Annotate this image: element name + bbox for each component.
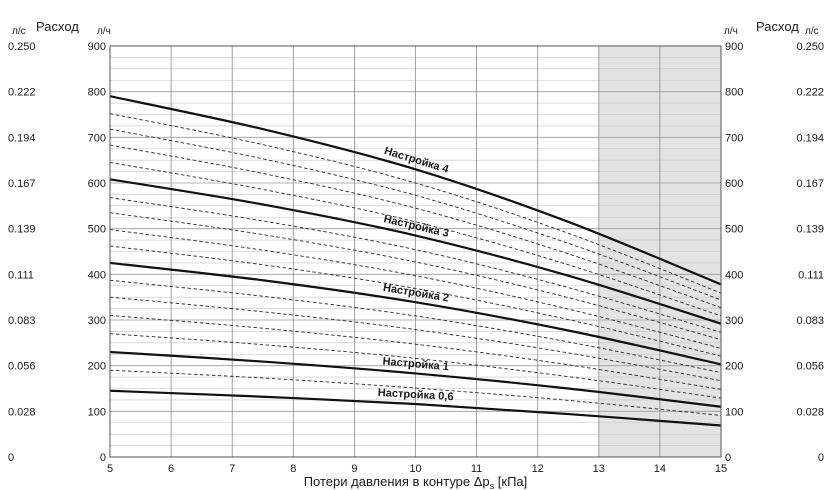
series-line-setting xyxy=(109,261,722,366)
series-line-intermediate xyxy=(109,229,722,349)
y-tick-label-left: 600 xyxy=(88,178,106,190)
y-tick-label-ls-left: 0.111 xyxy=(8,269,34,281)
y-tick-label-right: 600 xyxy=(725,178,743,190)
series-line-setting xyxy=(109,350,722,408)
x-tick-label: 12 xyxy=(532,463,544,475)
y-tick-label-ls-left: 0.194 xyxy=(8,132,36,144)
y-tick-label-right: 700 xyxy=(725,132,743,144)
y-tick-label-ls-right: 0.083 xyxy=(796,315,824,327)
y-tick-label-ls-right: 0.028 xyxy=(796,406,824,418)
y-tick-label-right: 800 xyxy=(725,87,743,99)
y-tick-label-ls-right: 0.222 xyxy=(796,87,824,99)
y-unit-lh-right: л/ч xyxy=(724,26,738,37)
x-tick-label: 10 xyxy=(409,463,421,475)
y-tick-label-left: 800 xyxy=(88,87,106,99)
series-line-intermediate xyxy=(109,245,722,357)
y-tick-label-right: 500 xyxy=(725,224,743,236)
y-tick-label-right: 300 xyxy=(725,315,743,327)
y-tick-label-left: 900 xyxy=(88,41,106,53)
y-tick-label-ls-right: 0.194 xyxy=(796,132,824,144)
y-tick-label-left: 300 xyxy=(88,315,106,327)
y-tick-label-ls-left: 0.222 xyxy=(8,87,36,99)
y-tick-label-ls-left: 0.139 xyxy=(8,224,36,236)
y-tick-label-left: 700 xyxy=(88,132,106,144)
x-tick-label: 5 xyxy=(107,463,113,475)
x-tick-label: 11 xyxy=(471,463,482,475)
y-tick-label-ls-right: 0.167 xyxy=(796,178,824,190)
series-line-intermediate xyxy=(109,296,722,382)
series-line-intermediate xyxy=(109,369,722,416)
series-line-setting xyxy=(109,95,722,286)
y-tick-label-left: 100 xyxy=(88,406,106,418)
y-tick-label-ls-left: 0.083 xyxy=(8,315,36,327)
y-tick-label-right: 100 xyxy=(725,406,743,418)
x-tick-label: 13 xyxy=(593,463,605,475)
y-tick-label-ls-right: 0.056 xyxy=(796,361,824,373)
y-axis-title-right: Расход xyxy=(756,19,799,34)
plot-frame xyxy=(109,45,722,458)
x-tick-label: 7 xyxy=(229,463,235,475)
y-tick-label-ls-left: 0.250 xyxy=(8,41,36,53)
series-label: Настройка 1 xyxy=(382,356,449,374)
y-tick-label-left: 500 xyxy=(88,224,106,236)
series-line-intermediate xyxy=(109,144,722,309)
series-label: Настройка 0,6 xyxy=(378,387,454,403)
y-tick-label-right: 200 xyxy=(725,361,743,373)
series-line-intermediate xyxy=(109,279,722,373)
y-tick-label-ls-left: 0.028 xyxy=(8,406,36,418)
series-line-setting xyxy=(109,178,722,325)
x-tick-label: 15 xyxy=(715,463,727,475)
y-tick-label-ls-left: 0.167 xyxy=(8,178,36,190)
y-tick-label-left: 200 xyxy=(88,361,106,373)
y-tick-label-ls-right: 0 xyxy=(818,452,824,464)
y-tick-label-ls-right: 0.250 xyxy=(796,41,824,53)
y-tick-label-ls-right: 0.111 xyxy=(798,269,824,281)
x-tick-label: 9 xyxy=(351,463,357,475)
x-tick-label: 6 xyxy=(168,463,174,475)
x-tick-label: 14 xyxy=(654,463,666,475)
y-tick-label-left: 400 xyxy=(88,269,106,281)
series-line-setting xyxy=(109,389,722,427)
y-unit-ls-left: л/с xyxy=(12,26,26,37)
series-line-intermediate xyxy=(109,162,722,317)
x-tick-label: 8 xyxy=(290,463,296,475)
y-unit-lh-left: л/ч xyxy=(97,26,111,37)
y-unit-ls-right: л/с xyxy=(805,26,819,37)
series-line-intermediate xyxy=(109,333,722,399)
x-axis-title: Потери давления в контуре Δps [кПа] xyxy=(304,474,528,490)
y-tick-label-ls-right: 0.139 xyxy=(796,224,824,236)
y-axis-title-left: Расход xyxy=(36,19,79,34)
series-line-intermediate xyxy=(109,314,722,390)
y-tick-label-ls-left: 0.056 xyxy=(8,361,36,373)
y-tick-label-right: 900 xyxy=(725,41,743,53)
y-tick-label-right: 0 xyxy=(725,452,731,464)
series-line-intermediate xyxy=(109,113,722,294)
y-tick-label-right: 400 xyxy=(725,269,743,281)
y-tick-label-ls-left: 0 xyxy=(8,452,14,464)
series-line-intermediate xyxy=(109,128,722,301)
y-tick-label-left: 0 xyxy=(100,452,106,464)
